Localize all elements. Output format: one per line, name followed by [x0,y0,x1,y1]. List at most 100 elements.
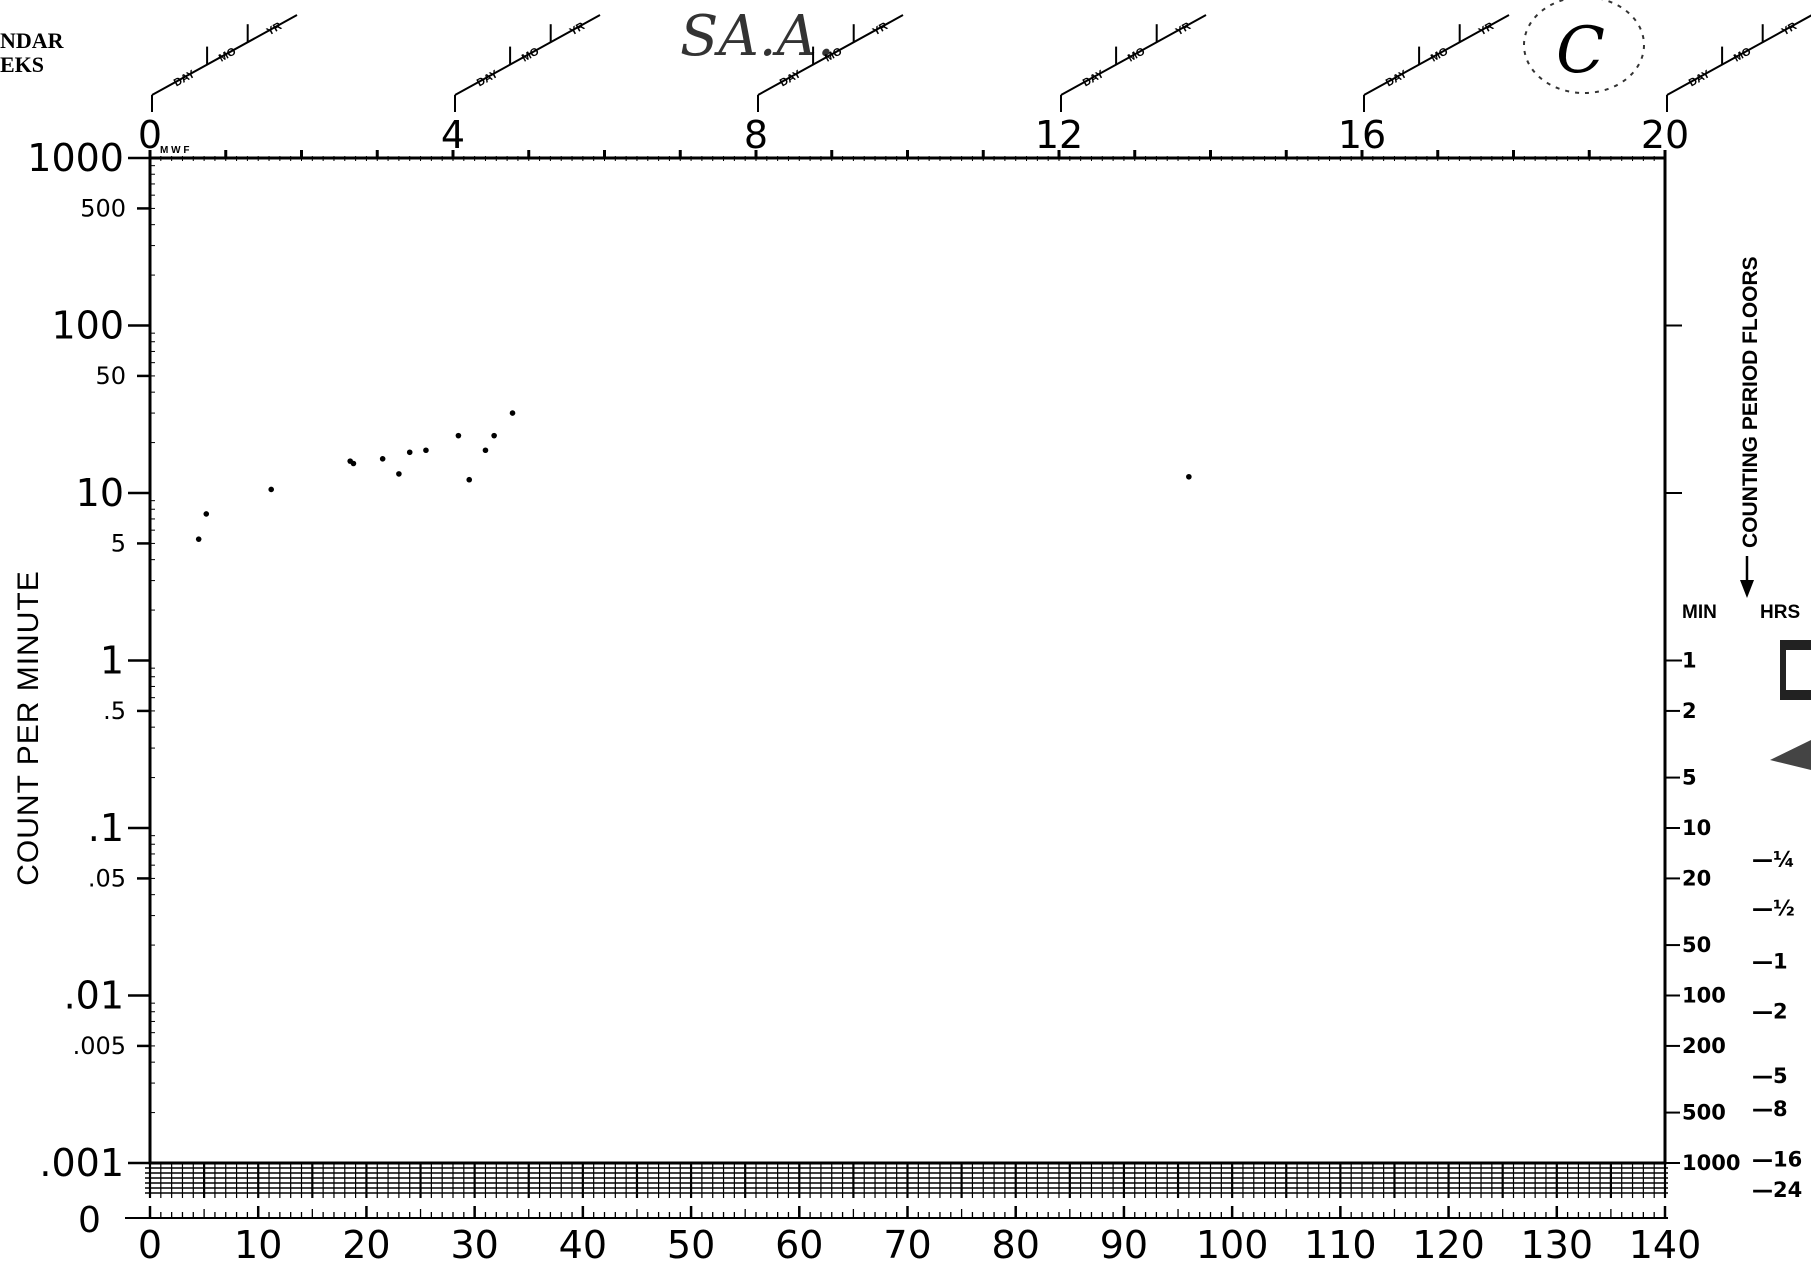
x-tick-label: 80 [992,1223,1040,1265]
x-tick-label: 140 [1629,1223,1702,1265]
hrs-label: —24 [1752,1178,1802,1202]
min-label: 500 [1682,1101,1726,1125]
x-tick-label: 40 [559,1223,607,1265]
top-week-label: 12 [1035,113,1083,157]
left-y-axis: 1000 500 100 50 10 5 1 .5 .1 .05 .01 .005 .001 [27,136,155,1185]
day-marks: M W F [160,145,189,156]
y-tick-label: 500 [80,194,126,222]
x-tick-label: 60 [775,1223,823,1265]
y-tick-label: .05 [88,864,126,892]
x-tick-label: 20 [342,1223,390,1265]
y-tick-label: .01 [64,974,124,1018]
top-week-label: 20 [1641,113,1689,157]
circled-letter: C [1556,14,1605,88]
zero-label: 0 [78,1200,101,1241]
x-tick-label: 120 [1412,1223,1485,1265]
y-tick-label: 1 [100,639,124,683]
data-point [1186,473,1192,480]
y-tick-label: .5 [103,697,126,725]
bottom-x-axis: 0 10 20 30 40 50 60 70 80 90 100 110 120 130 140 [125,1206,1702,1267]
data-point [396,471,402,477]
y-tick-label: 50 [95,362,126,390]
min-label: 10 [1682,816,1711,840]
date-slot-line [1666,14,1811,96]
x-tick-label: 100 [1196,1223,1269,1265]
date-slot-line [151,14,298,96]
counting-period-title: COUNTING PERIOD FLOORS [1739,256,1762,548]
min-header: MIN [1682,602,1717,623]
data-point [455,432,462,439]
x-tick-label: 10 [234,1223,282,1265]
hrs-label: —¼ [1752,847,1795,871]
data-point [509,410,516,416]
y-tick-label: 10 [76,471,124,515]
hrs-label: —8 [1752,1097,1788,1121]
min-label: 1000 [1682,1151,1740,1175]
data-point [379,456,386,462]
hrs-label: —1 [1752,949,1788,973]
date-slot-group: DAYMOYRDAYMOYRDAYMOYRDAYMOYRDAYMOYRDAYMO… [151,14,1811,112]
data-point [268,486,275,493]
handwritten-note: SA.A. [680,4,835,69]
min-label: 20 [1682,866,1711,890]
hrs-label: —16 [1752,1147,1802,1171]
margin-smudge-bottom [1770,740,1811,770]
top-weeks-axis: 0 4 8 12 16 20 [138,113,1689,161]
top-week-label: 16 [1338,113,1386,157]
x-tick-label: 110 [1304,1223,1377,1265]
y-tick-label: .005 [73,1032,126,1060]
min-label: 50 [1682,933,1711,957]
min-label: 1 [1682,649,1697,673]
down-arrow-icon [1740,556,1754,598]
calendar-label: NDAR [0,28,65,53]
y-tick-label: 100 [51,304,124,348]
data-point [406,449,413,456]
data-point [423,447,429,454]
hrs-label: —5 [1752,1064,1788,1088]
hrs-label: —½ [1752,897,1795,921]
data-point [482,447,489,454]
x-tick-label: 50 [667,1223,715,1265]
hrs-label: —2 [1752,1000,1788,1024]
top-week-label: 4 [441,113,465,157]
bottom-tick-grid [145,1162,1668,1198]
y-tick-label: .1 [88,806,124,850]
y-tick-label: 5 [111,529,126,557]
data-series [195,410,1192,542]
data-point [491,432,497,439]
min-label: 100 [1682,984,1726,1008]
date-slot-line [1060,14,1207,96]
y-tick-label: 1000 [27,136,124,180]
top-week-label: 0 [138,113,162,157]
date-slot-line [757,14,904,96]
margin-smudge-top-inner [1786,650,1811,690]
x-tick-label: 90 [1100,1223,1148,1265]
data-point [466,476,473,483]
date-slot-line [454,14,601,96]
x-tick-label: 70 [883,1223,931,1265]
date-slot-line [1363,14,1510,96]
y-axis-title: COUNT PER MINUTE [12,570,45,885]
circled-letter-ring [1523,0,1645,94]
min-label: 200 [1682,1034,1726,1058]
min-label: 5 [1682,766,1697,790]
x-tick-label: 30 [450,1223,498,1265]
plot-frame [148,156,1667,1165]
weeks-label: EKS [0,52,44,77]
y-tick-label: .001 [39,1141,124,1185]
data-point [195,536,202,542]
min-label: 2 [1682,699,1697,723]
right-counting-axis: 1 2 5 10 20 50 100 200 500 1000 —¼ —½ —1 —2 —5 —8 —16 —24 [1665,324,1802,1202]
hrs-header: HRS [1760,602,1800,623]
data-point [350,460,357,467]
top-week-label: 8 [744,113,768,157]
x-tick-label: 130 [1521,1223,1594,1265]
data-point [203,511,210,517]
